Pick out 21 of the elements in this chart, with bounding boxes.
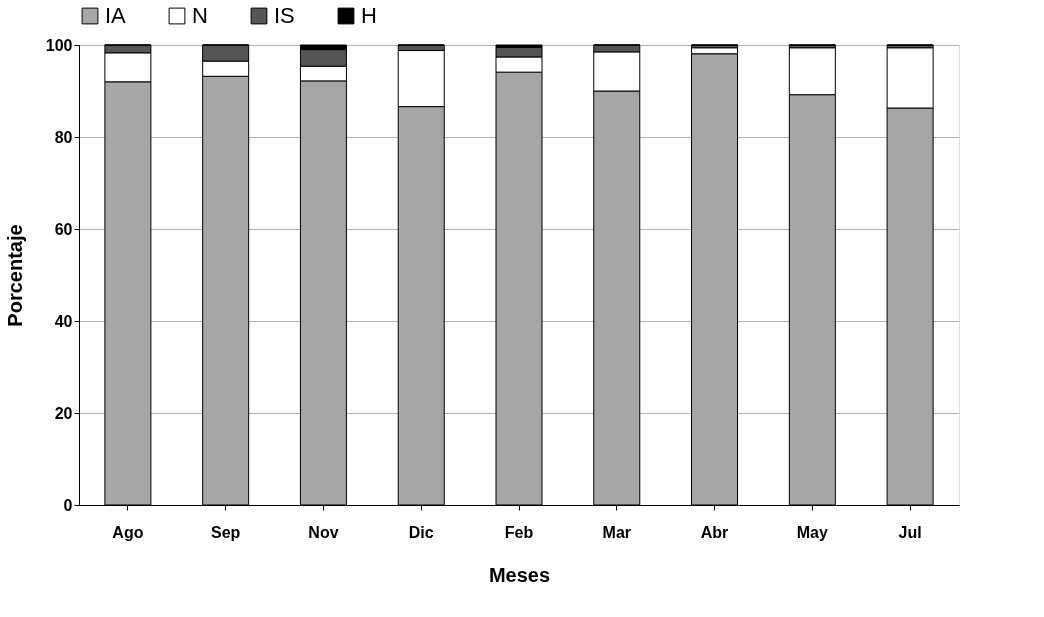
legend-label: H: [361, 3, 377, 28]
y-axis-title: Porcentaje: [3, 224, 26, 327]
x-tick-label: Nov: [308, 523, 339, 541]
legend-label: IS: [274, 3, 295, 28]
legend-label: N: [192, 3, 208, 28]
x-tick-label: Feb: [504, 523, 534, 541]
x-tick-label: Mar: [602, 523, 631, 541]
x-tick-label: Abr: [700, 523, 729, 541]
y-tick-label: 20: [54, 404, 73, 422]
x-tick-label: May: [796, 523, 828, 541]
y-tick-label: 40: [54, 312, 73, 330]
x-tick-label: Dic: [408, 523, 434, 541]
x-tick-label: Ago: [112, 523, 144, 541]
x-axis-title: Meses: [488, 563, 551, 586]
y-tick-label: 0: [63, 496, 73, 514]
x-tick-label: Sep: [210, 523, 241, 541]
legend-label: IA: [105, 3, 127, 28]
y-tick-label: 80: [54, 128, 73, 146]
y-tick-label: 60: [54, 220, 73, 238]
x-tick-label: Jul: [898, 523, 922, 541]
y-tick-label: 100: [45, 36, 73, 54]
